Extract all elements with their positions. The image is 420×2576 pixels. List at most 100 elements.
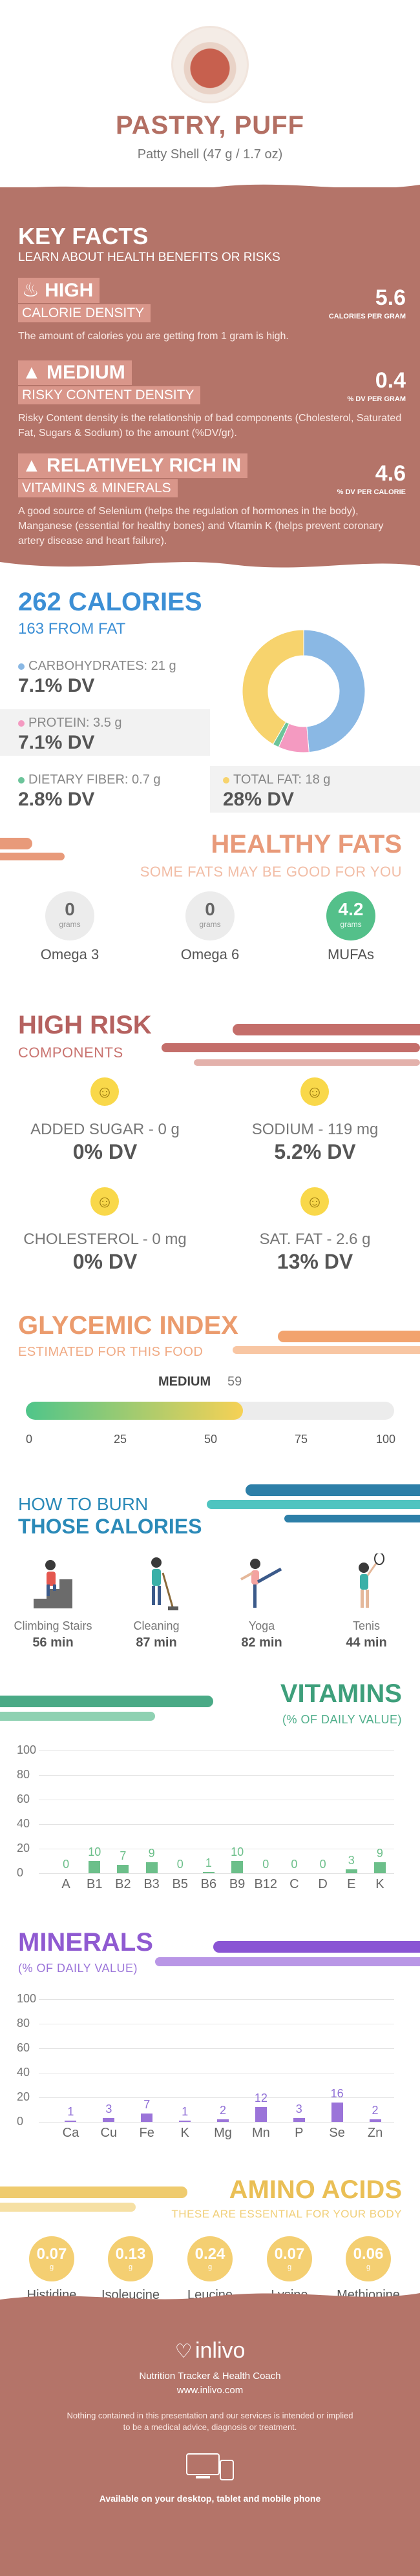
glycemic-value: 59 (227, 1375, 242, 1389)
bar-category-label: B2 (115, 1877, 131, 1891)
amino-subtitle: THESE ARE ESSENTIAL FOR YOUR BODY (171, 2208, 402, 2220)
bar-b1 (89, 1861, 101, 1873)
fact-level: HIGH (45, 280, 94, 301)
decor-stripe (0, 838, 32, 849)
omega6-circle: 0 grams (185, 891, 235, 940)
key-facts-section: KEY FACTS LEARN ABOUT HEALTH BENEFITS OR… (0, 184, 420, 575)
bar-value-label: 9 (376, 1846, 383, 1860)
decor-stripe (0, 1696, 213, 1707)
glycemic-title: GLYCEMIC INDEX (18, 1311, 238, 1340)
fiber-dot-icon (18, 777, 25, 784)
vitamins-bar-chart: 0 20 40 60 80 100 0 A 10 B1 7 B2 9 B3 0 B5 1 B6 10 B9 0 B12 0 C… (0, 1743, 420, 1906)
food-title: PASTRY, PUFF (115, 111, 305, 140)
nutrient-fat: TOTAL FAT: 18 g 28% DV (210, 766, 420, 813)
smiley-icon: ☺ (90, 1187, 119, 1216)
decor-stripe (233, 1346, 420, 1354)
gi-tick-label: 25 (114, 1433, 127, 1446)
y-tick-label: 100 (17, 1743, 37, 1756)
serving-size: Patty Shell (47 g / 1.7 oz) (137, 147, 283, 161)
bar-category-label: Fe (139, 2126, 154, 2140)
fact-level: MEDIUM (47, 362, 125, 383)
bar-category-label: A (61, 1877, 70, 1891)
y-tick-label: 0 (17, 1866, 24, 1879)
bar-category-label: Zn (367, 2126, 383, 2140)
added-sugar-label: ADDED SUGAR - 0 g (30, 1121, 180, 1138)
activity-yoga: Yoga 82 min (210, 1553, 313, 1650)
footer-tagline: Nutrition Tracker & Health Coach (139, 2371, 281, 2382)
gi-tick-label: 75 (295, 1433, 308, 1446)
footer-url[interactable]: www.inlivo.com (176, 2385, 244, 2396)
protein-dot-icon (18, 720, 25, 727)
decor-stripe (213, 1941, 420, 1953)
decor-stripe (155, 1957, 420, 1966)
food-image (171, 26, 249, 103)
bar-category-label: B3 (143, 1877, 160, 1891)
gi-tick-label: 100 (376, 1433, 396, 1446)
calories-title: 262 CALORIES (18, 588, 202, 616)
grid-line (39, 1824, 394, 1825)
bar-category-label: B12 (254, 1877, 278, 1891)
decor-stripe (278, 1331, 420, 1342)
decor-stripe (0, 2203, 136, 2212)
sat-fat-dv: 13% DV (277, 1250, 353, 1273)
fact-name: RISKY CONTENT DENSITY (18, 386, 201, 404)
glycemic-bar (26, 1402, 394, 1420)
vitamins-subtitle: (% OF DAILY VALUE) (282, 1713, 402, 1726)
burn-title-2: THOSE CALORIES (18, 1515, 202, 1538)
amino-title: AMINO ACIDS (229, 2176, 402, 2204)
bar-value-label: 2 (372, 2104, 379, 2117)
bar-category-label: K (180, 2126, 189, 2140)
wave-footer-divider (0, 2293, 420, 2307)
bar-value-label: 1 (67, 2105, 74, 2119)
minerals-subtitle: (% OF DAILY VALUE) (18, 1962, 138, 1975)
grid-line (39, 1873, 394, 1874)
decor-stripe (0, 1712, 155, 1721)
key-facts-title: KEY FACTS (18, 223, 149, 249)
glycemic-bar-fill (26, 1402, 244, 1420)
bar-category-label: Se (329, 2126, 345, 2140)
glycemic-subtitle: ESTIMATED FOR THIS FOOD (18, 1345, 204, 1359)
fact-value: 0.4 (375, 368, 406, 393)
bar-p (293, 2118, 305, 2122)
bar-value-label: 0 (262, 1858, 269, 1871)
cholesterol-label: CHOLESTEROL - 0 mg (23, 1231, 187, 1248)
bar-value-label: 0 (291, 1858, 298, 1871)
grid-line (39, 1750, 394, 1751)
devices-icon (184, 2451, 236, 2487)
yoga-icon (236, 1553, 288, 1612)
smiley-icon: ☺ (300, 1077, 329, 1106)
bar-k (373, 1862, 386, 1873)
bar-cu (103, 2118, 115, 2122)
bar-value-label: 3 (105, 2103, 112, 2116)
bar-mn (255, 2107, 267, 2122)
bar-value-label: 10 (231, 1845, 244, 1858)
tennis-icon (341, 1552, 392, 1612)
donut-slice-carbohydrates (303, 629, 366, 753)
sodium-label: SODIUM - 119 mg (251, 1121, 379, 1138)
y-tick-label: 80 (17, 2017, 30, 2030)
bar-b3 (145, 1862, 158, 1873)
bar-category-label: D (318, 1877, 328, 1891)
decor-stripe (233, 1024, 420, 1035)
decor-stripe (194, 1059, 420, 1066)
bar-category-label: P (295, 2126, 304, 2140)
grid-line (39, 2048, 394, 2049)
heart-logo-icon: ♡ (174, 2341, 193, 2362)
fact-description: The amount of calories you are getting f… (18, 331, 289, 342)
y-tick-label: 80 (17, 1768, 30, 1781)
y-tick-label: 20 (17, 2090, 30, 2103)
bar-category-label: K (375, 1877, 384, 1891)
bar-ca (65, 2121, 77, 2122)
decor-stripe (284, 1515, 420, 1522)
y-tick-label: 20 (17, 1842, 30, 1854)
fact-name: CALORIE DENSITY (18, 304, 151, 322)
gi-tick-label: 50 (204, 1433, 218, 1446)
bar-value-label: 9 (148, 1846, 155, 1860)
bar-value-label: 3 (348, 1854, 355, 1867)
fact-risky-content: ▲ MEDIUM RISKY CONTENT DENSITY 0.4 % DV … (18, 360, 406, 441)
grid-line (39, 2122, 394, 2123)
amino-circle: 0.24 g (187, 2236, 233, 2281)
donut-slice-total-fat (242, 629, 304, 745)
y-tick-label: 60 (17, 1792, 30, 1805)
bar-category-label: Mg (214, 2126, 232, 2140)
